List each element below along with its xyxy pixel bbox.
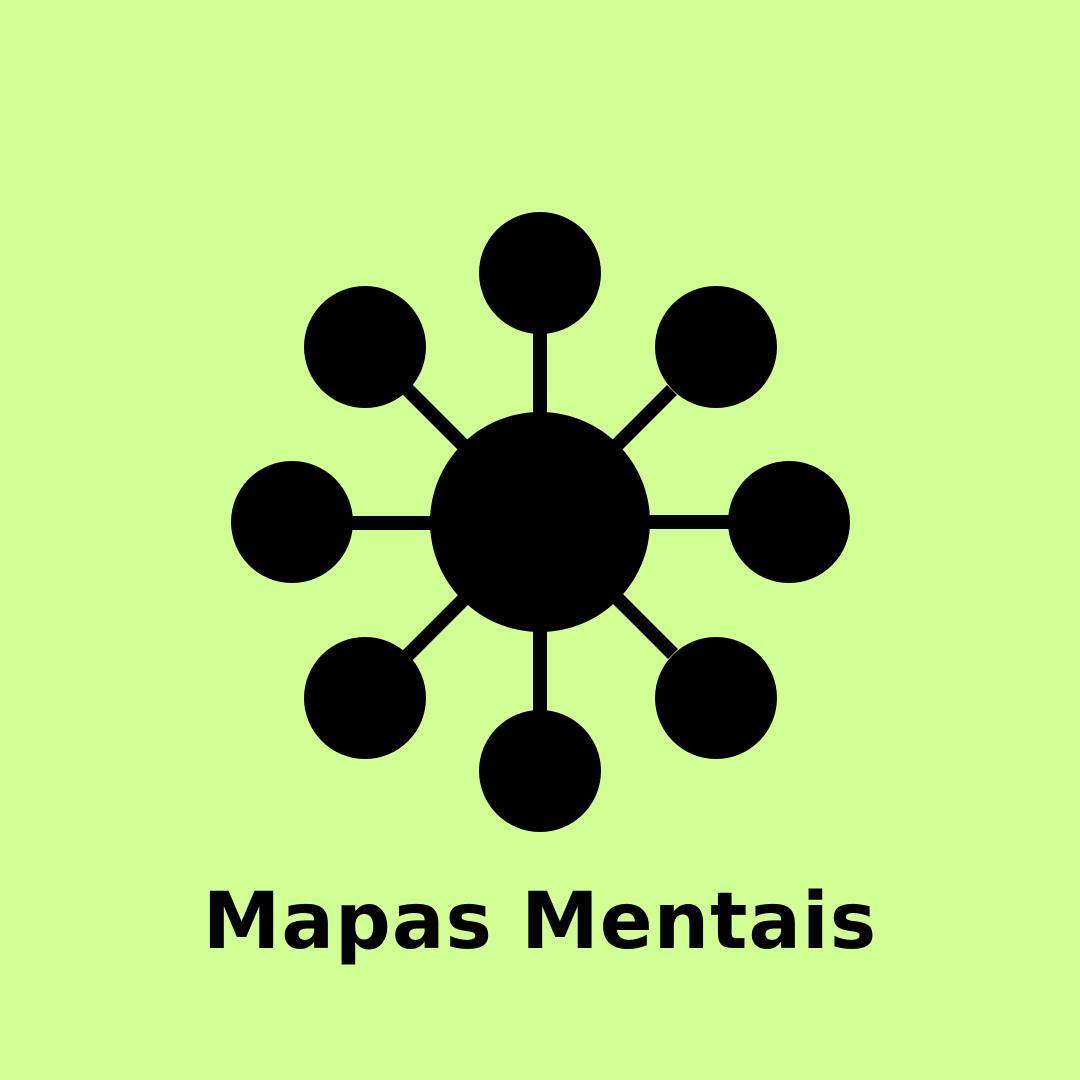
nodes <box>231 212 850 832</box>
node-top <box>479 212 601 334</box>
caption-title: Mapas Mentais <box>202 877 878 967</box>
node-top-right <box>655 286 777 408</box>
node-bottom-right <box>655 637 777 759</box>
connector-lines <box>350 330 730 712</box>
center-node <box>430 412 650 632</box>
connector-top-left <box>400 382 470 452</box>
connector-bottom-left <box>402 593 470 661</box>
connector-top-right <box>612 385 677 450</box>
node-right <box>728 461 850 583</box>
connector-bottom-right <box>612 593 678 659</box>
node-top-left <box>304 286 426 408</box>
node-left <box>231 461 353 583</box>
node-bottom-left <box>304 637 426 759</box>
node-bottom <box>479 710 601 832</box>
